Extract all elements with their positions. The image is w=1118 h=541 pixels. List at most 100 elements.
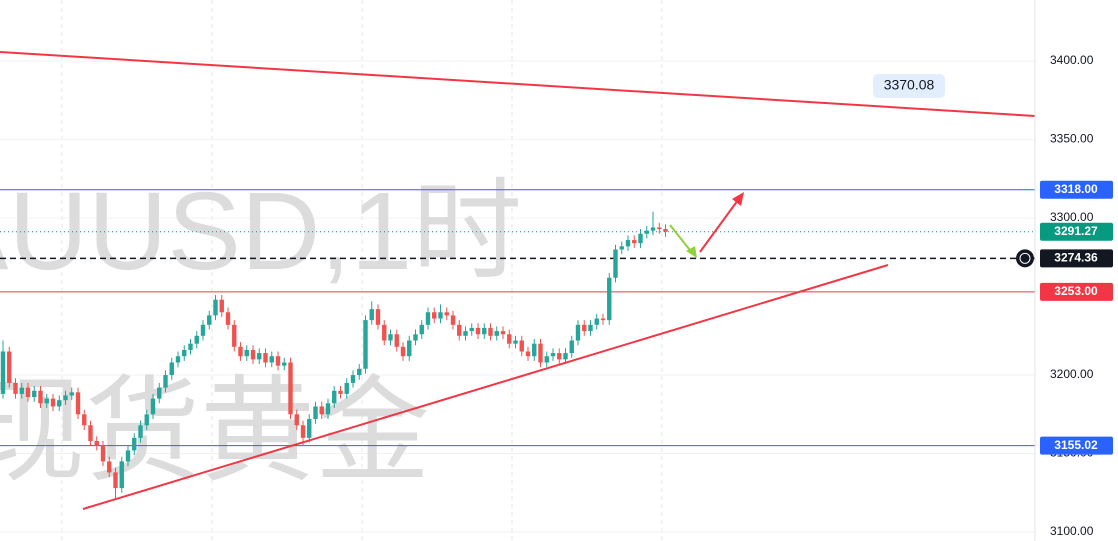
candle-body	[19, 387, 24, 394]
candle-body	[350, 375, 356, 383]
candle-body	[275, 356, 281, 366]
candle-body	[82, 414, 87, 426]
candle-body	[407, 340, 412, 357]
candle-body	[75, 392, 81, 415]
y-tick-label: 3300.00	[1050, 210, 1094, 224]
candle-body	[244, 349, 249, 357]
candle-body	[494, 331, 499, 336]
candle-body	[138, 425, 143, 438]
candle-body	[63, 395, 68, 401]
candle-body	[300, 425, 306, 438]
candle-body	[613, 249, 618, 278]
price-badge-label: 3291.27	[1054, 224, 1098, 238]
candle-body	[219, 299, 224, 313]
candle-body	[213, 299, 218, 316]
candle-body	[632, 240, 637, 244]
y-tick-label: 3200.00	[1050, 367, 1094, 381]
candle-body	[363, 320, 368, 369]
candle-body	[569, 340, 574, 354]
candle-body	[113, 472, 118, 489]
candle-body	[507, 334, 512, 344]
candle-body	[144, 414, 149, 426]
candle-body	[50, 398, 56, 407]
candle-body	[107, 461, 112, 473]
candle-body	[388, 334, 393, 341]
candle-body	[463, 331, 468, 336]
candle-body	[182, 349, 187, 357]
candle-body	[500, 331, 506, 335]
candle-body	[88, 425, 93, 441]
y-tick-label: 3350.00	[1050, 132, 1094, 146]
price-badge	[1040, 249, 1113, 268]
price-badge-label: 3318.00	[1054, 182, 1098, 196]
candle-body	[488, 327, 493, 336]
candle-body	[382, 324, 387, 341]
candle-body	[263, 353, 268, 363]
candles	[0, 211, 668, 500]
candle-body	[207, 315, 212, 325]
price-badge-label: 3274.36	[1054, 250, 1098, 264]
candle-body	[575, 324, 581, 341]
candle-body	[650, 227, 656, 231]
candle-body	[225, 312, 231, 325]
price-badge	[1040, 282, 1113, 301]
candle-body	[238, 346, 243, 357]
candle-body	[94, 440, 99, 446]
candle-body	[13, 382, 18, 394]
price-badge	[1040, 222, 1113, 241]
candle-body	[257, 353, 262, 360]
candle-body	[444, 312, 449, 316]
candle-body	[525, 351, 531, 357]
candle-body	[657, 227, 662, 230]
candle-body	[394, 334, 399, 347]
arrow-head	[732, 192, 744, 206]
candle-body	[188, 343, 193, 350]
candle-body	[175, 356, 181, 363]
annotation-label: 3370.08	[884, 77, 935, 93]
crosshair-icon	[1019, 252, 1031, 264]
candle-body	[269, 356, 274, 363]
candle-body	[544, 356, 549, 363]
candle-body	[663, 229, 668, 232]
candle-body	[119, 461, 124, 489]
candle-body	[344, 382, 349, 394]
candle-body	[513, 340, 518, 344]
candle-body	[457, 324, 462, 336]
candle-body	[325, 403, 331, 415]
price-badges: 3318.00 3291.27 3274.36 3253.00 3155.02 3370.…	[873, 74, 1113, 455]
candle-body	[482, 327, 487, 335]
candle-body	[538, 343, 543, 363]
candle-body	[557, 353, 562, 360]
candle-body	[194, 335, 199, 344]
candle-body	[313, 406, 318, 420]
candle-body	[469, 327, 474, 332]
candle-body	[588, 324, 593, 332]
trend-line	[0, 51, 1036, 117]
candle-body	[100, 445, 106, 462]
candle-body	[307, 419, 312, 438]
candle-body	[294, 414, 299, 426]
candle-body	[625, 240, 631, 247]
candle-body	[550, 353, 556, 357]
candle-body	[438, 312, 443, 319]
candle-body	[413, 334, 418, 341]
candle-body	[563, 353, 568, 360]
candle-body	[38, 390, 43, 404]
candle-body	[519, 340, 524, 352]
watermark-name: 现货黄金	[0, 367, 430, 495]
candle-body	[432, 312, 437, 319]
candle-body	[157, 387, 162, 399]
candle-body	[282, 362, 287, 366]
candle-body	[288, 362, 293, 415]
candle-body	[607, 277, 612, 321]
candle-body	[7, 351, 12, 383]
y-tick-label: 3400.00	[1050, 53, 1094, 67]
candle-body	[25, 387, 31, 398]
price-badge	[1040, 180, 1113, 199]
trend-line	[82, 264, 889, 510]
price-badge	[1040, 436, 1113, 455]
price-lines	[0, 189, 1035, 447]
candle-body	[338, 390, 343, 394]
price-badge-label: 3253.00	[1054, 284, 1098, 298]
candle-body	[319, 406, 324, 415]
